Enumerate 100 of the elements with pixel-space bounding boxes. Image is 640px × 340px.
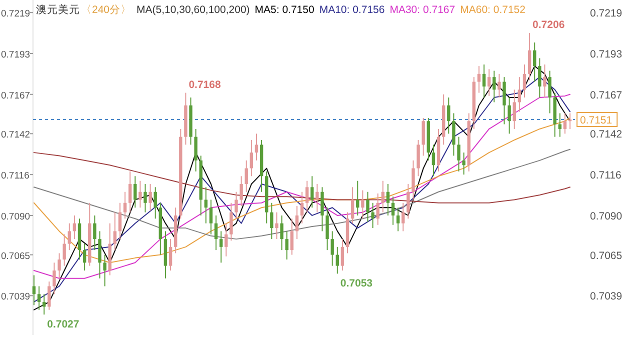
candlestick	[234, 191, 238, 220]
candlestick	[240, 176, 243, 207]
text: MA30: 0.7167	[390, 4, 456, 16]
candlestick	[68, 222, 71, 251]
candlestick	[128, 170, 132, 213]
candlestick	[502, 76, 506, 125]
y2-tick-label: 0.7090	[590, 210, 622, 222]
candlestick	[254, 133, 258, 161]
y-tick-label: 0.7167	[1, 90, 30, 102]
candlestick	[492, 70, 496, 103]
candlestick	[406, 184, 410, 220]
candlestick	[113, 212, 117, 251]
candlestick	[118, 202, 122, 240]
candlestick	[336, 246, 339, 274]
candlestick	[340, 238, 344, 272]
candlestick	[457, 136, 460, 172]
candlestick	[230, 202, 233, 242]
candlestick	[154, 186, 157, 220]
candlestick	[487, 68, 491, 96]
candlestick	[371, 202, 374, 229]
candlestick	[452, 112, 456, 156]
candlestick	[326, 207, 329, 251]
candlestick	[305, 180, 309, 213]
candlestick	[462, 152, 466, 176]
candlestick	[194, 128, 198, 172]
candlestick	[209, 199, 213, 235]
candlestick	[498, 73, 501, 98]
candlestick	[204, 186, 208, 224]
candlestick	[518, 76, 522, 112]
candlestick	[391, 196, 395, 226]
candlestick	[37, 286, 41, 310]
candlestick	[533, 42, 536, 82]
candlestick	[543, 64, 546, 98]
y2-tick-label: 0.7142	[590, 128, 622, 141]
candlestick	[563, 112, 567, 134]
candlestick	[528, 32, 532, 81]
y2-tick-label: 0.7065	[590, 250, 622, 262]
ref-line-label: 0.7151	[580, 114, 612, 127]
candlestick	[316, 184, 319, 213]
candlestick	[123, 191, 127, 220]
candlestick	[300, 191, 304, 224]
candlestick	[280, 214, 284, 251]
candlestick	[432, 144, 436, 177]
chart-title: 澳元美元	[36, 3, 80, 16]
text: MA10: 0.7156	[319, 4, 385, 16]
candlestick	[144, 184, 147, 213]
candlestick	[538, 58, 542, 98]
candlestick	[98, 230, 102, 279]
candlestick	[52, 262, 56, 295]
candlestick	[356, 180, 360, 216]
annotation: 0.7027	[47, 318, 80, 331]
ref-label: 0.7151	[576, 112, 618, 128]
candlestick	[361, 190, 364, 220]
candlestick	[214, 214, 218, 251]
candlestick	[402, 202, 405, 232]
candlestick	[512, 89, 516, 130]
candlestick	[558, 112, 562, 138]
candlestick	[350, 186, 354, 224]
candlestick	[285, 230, 288, 260]
candlestick	[376, 192, 380, 226]
annotation: 0.7206	[532, 19, 565, 32]
candlestick	[32, 274, 36, 306]
candlestick	[295, 206, 299, 240]
candlestick	[62, 234, 66, 266]
candlestick	[548, 70, 552, 114]
y2-tick-label: 0.7116	[590, 170, 622, 182]
annotation: 0.7168	[188, 78, 221, 91]
candlestick	[134, 176, 137, 208]
text: MA5: 0.7150	[254, 4, 314, 16]
candlestick	[275, 212, 278, 240]
annotation: 0.7053	[340, 278, 373, 290]
candlestick	[522, 64, 526, 98]
candlestick	[412, 160, 415, 200]
candlestick	[103, 254, 106, 287]
candlestick	[366, 191, 370, 222]
candlestick	[148, 184, 152, 212]
candlestick	[330, 230, 334, 266]
candlestick	[482, 64, 486, 98]
y2-tick-label: 0.7039	[590, 290, 622, 303]
candlestick	[250, 139, 254, 177]
candlestick	[290, 218, 294, 256]
candlestick	[48, 281, 51, 310]
candlestick	[219, 230, 223, 264]
candlestick	[381, 180, 385, 213]
y-tick-label: 0.7142	[1, 130, 30, 141]
y-tick-label: 0.7116	[1, 170, 30, 182]
candlestick	[270, 202, 274, 240]
annotation: MA(5,10,30,60,100,200)	[136, 4, 250, 16]
candlestick	[168, 238, 172, 272]
candlestick	[416, 139, 420, 177]
y2-tick-label: 0.7167	[590, 89, 622, 102]
candlestick	[320, 186, 324, 232]
candlestick	[477, 66, 481, 94]
candlestick	[82, 243, 86, 272]
candlestick	[568, 112, 572, 130]
candlestick	[386, 184, 390, 216]
y-tick-label: 0.7065	[1, 250, 30, 262]
candlestick	[447, 97, 450, 134]
y-tick-label: 0.7193	[1, 49, 30, 60]
chart-subtitle: 〈240分〉	[81, 4, 132, 16]
